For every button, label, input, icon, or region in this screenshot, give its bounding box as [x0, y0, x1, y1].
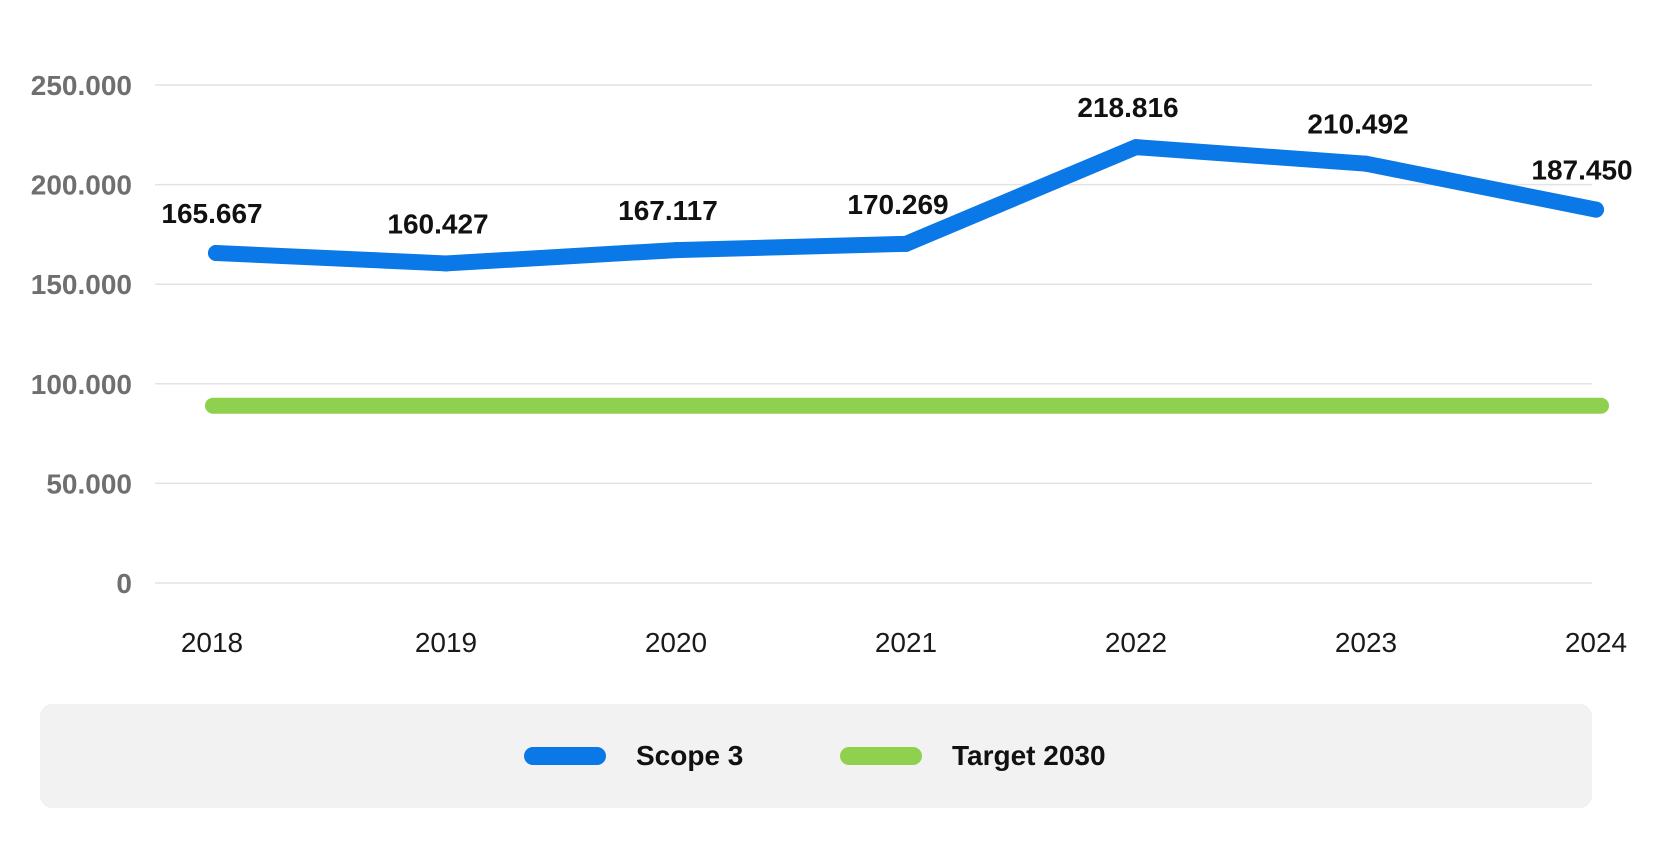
legend-label-scope-3: Scope 3	[636, 740, 744, 771]
legend-swatch-target-2030	[840, 747, 922, 765]
data-point-scope-3-2022	[1128, 139, 1144, 156]
data-point-scope-3-2020	[668, 242, 684, 259]
y-axis-ticks: 0 50.000 100.000 150.000 200.000 250.000	[31, 70, 132, 599]
x-tick-label-2022: 2022	[1105, 627, 1167, 658]
y-tick-label-5: 250.000	[31, 70, 132, 101]
legend-item-scope-3[interactable]: Scope 3	[524, 704, 743, 808]
y-tick-label-2: 100.000	[31, 369, 132, 400]
data-label-2018: 165.667	[161, 198, 262, 229]
data-point-scope-3-2018	[208, 244, 224, 261]
data-point-scope-3-2023	[1358, 155, 1374, 172]
data-label-2021: 170.269	[847, 189, 948, 220]
data-point-scope-3-2024	[1588, 201, 1604, 218]
legend-label-target-2030: Target 2030	[952, 740, 1106, 771]
x-axis-ticks: 2018 2019 2020 2021 2022 2023 2024	[181, 627, 1627, 658]
x-tick-label-2018: 2018	[181, 627, 243, 658]
y-tick-label-1: 50.000	[46, 468, 132, 499]
data-label-2023: 210.492	[1307, 109, 1408, 140]
x-tick-label-2024: 2024	[1565, 627, 1627, 658]
data-labels: 165.667 160.427 167.117 170.269 218.816 210.4…	[161, 92, 1632, 239]
series-lines	[205, 139, 1609, 414]
legend-swatch-scope-3	[524, 747, 606, 765]
y-tick-label-0: 0	[116, 568, 132, 599]
gridlines	[155, 84, 1592, 584]
y-tick-label-3: 150.000	[31, 269, 132, 300]
y-tick-label-4: 200.000	[31, 170, 132, 201]
x-tick-label-2020: 2020	[645, 627, 707, 658]
data-point-scope-3-2021	[898, 235, 914, 252]
data-label-2022: 218.816	[1077, 92, 1178, 123]
legend: Scope 3 Target 2030	[40, 704, 1592, 808]
x-tick-label-2021: 2021	[875, 627, 937, 658]
data-label-2024: 187.450	[1531, 155, 1632, 186]
data-point-scope-3-2019	[438, 255, 454, 272]
data-label-2019: 160.427	[387, 208, 488, 239]
x-tick-label-2023: 2023	[1335, 627, 1397, 658]
legend-item-target-2030[interactable]: Target 2030	[840, 704, 1106, 808]
x-tick-label-2019: 2019	[415, 627, 477, 658]
data-label-2020: 167.117	[618, 195, 718, 226]
